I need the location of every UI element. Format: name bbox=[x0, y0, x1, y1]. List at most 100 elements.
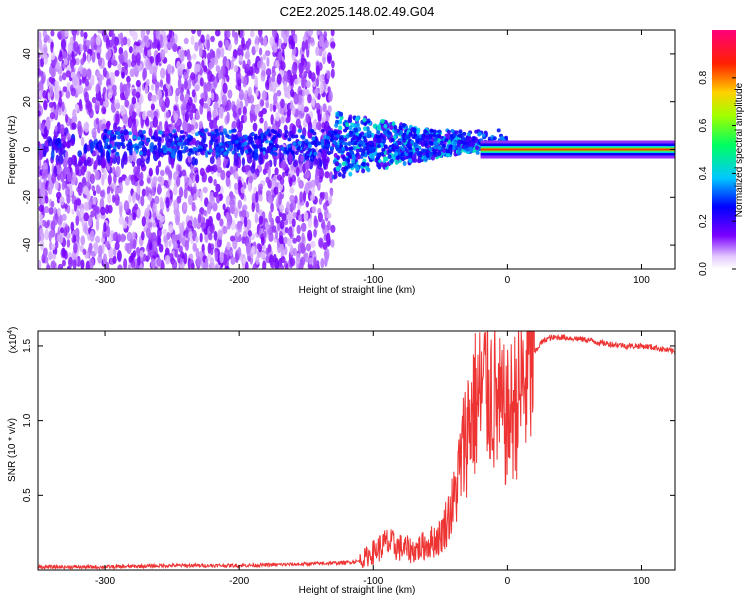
spectrogram-cell bbox=[38, 67, 41, 77]
spectrogram-cell bbox=[318, 74, 324, 83]
spectrogram-cell bbox=[289, 186, 295, 194]
x-tick-label: 0 bbox=[505, 275, 511, 286]
colorbar-tick-label: 0.4 bbox=[698, 166, 709, 180]
spectrogram-cell bbox=[370, 154, 375, 160]
spectrogram-cell bbox=[269, 103, 273, 112]
spectrogram-cell bbox=[106, 151, 111, 164]
spectrogram-cell bbox=[284, 246, 288, 256]
spectrogram-cell bbox=[477, 132, 482, 137]
spectrogram-cell bbox=[94, 170, 100, 181]
spectrogram-cell bbox=[199, 232, 203, 243]
spectrogram-cell bbox=[61, 213, 67, 222]
spectrogram-cell bbox=[357, 126, 362, 132]
spectrogram-cell bbox=[423, 139, 428, 144]
spectrogram-cell bbox=[322, 113, 327, 122]
spectrogram-cell bbox=[116, 131, 121, 136]
spectrogram-cell bbox=[155, 30, 161, 40]
spectrogram-cell bbox=[315, 65, 320, 76]
spectrogram-cell bbox=[280, 264, 284, 269]
spectrogram-cell bbox=[259, 117, 264, 124]
spectrogram-cell bbox=[290, 150, 295, 155]
spectrogram-cell bbox=[102, 107, 107, 115]
spectrogram-cell bbox=[207, 132, 212, 137]
spectrogram-cell bbox=[425, 134, 430, 139]
spectrogram-cell bbox=[320, 257, 325, 269]
spectrogram-cell bbox=[159, 48, 166, 61]
spectrogram-cell bbox=[179, 251, 185, 260]
spectrogram-cell bbox=[173, 171, 178, 181]
spectrogram-cell bbox=[379, 161, 384, 167]
spectrogram-cell bbox=[54, 89, 60, 101]
spectrogram-cell bbox=[172, 129, 177, 134]
spectrogram-cell bbox=[139, 250, 144, 258]
spectrogram-cell bbox=[233, 152, 239, 164]
snr-series-line bbox=[38, 331, 675, 570]
spectrogram-cell bbox=[333, 152, 338, 158]
spectrogram-cell bbox=[389, 125, 394, 131]
spectrogram-cell bbox=[350, 150, 355, 155]
spectrogram-cell bbox=[131, 231, 136, 240]
spectrogram-cell bbox=[255, 88, 259, 98]
spectrogram-cell bbox=[332, 140, 337, 145]
spectrogram-cell bbox=[282, 236, 289, 244]
spectrogram-cell bbox=[182, 120, 188, 132]
colorbar-tick-label: 0.0 bbox=[698, 262, 709, 276]
spectrogram-cell bbox=[61, 180, 66, 191]
spectrogram-cell bbox=[276, 90, 282, 97]
spectrogram-cell bbox=[124, 99, 130, 108]
spectrogram-cell bbox=[446, 129, 451, 134]
spectrogram-cell bbox=[305, 150, 310, 155]
spectrogram-cell bbox=[348, 146, 353, 151]
spectrogram-cell bbox=[60, 227, 65, 234]
spectrogram-cell bbox=[217, 70, 223, 80]
spectrogram-cell bbox=[102, 67, 107, 78]
spectrogram-cell bbox=[231, 120, 237, 130]
spectrogram-cell bbox=[404, 136, 409, 141]
spectrogram-cell bbox=[333, 130, 338, 135]
spectrogram-cell bbox=[222, 225, 228, 235]
spectrogram-cell bbox=[267, 194, 273, 204]
spectrogram-cell bbox=[392, 144, 397, 149]
spectrogram-cell bbox=[183, 201, 188, 211]
spectrogram-cell bbox=[322, 145, 327, 150]
spectrogram-cell bbox=[153, 241, 158, 250]
spectrogram-cell bbox=[381, 147, 386, 152]
spectrogram-cell bbox=[84, 78, 89, 87]
spectrogram-cell bbox=[75, 163, 79, 176]
spectrogram-cell bbox=[206, 39, 211, 51]
spectrogram-cell bbox=[271, 74, 276, 83]
spectrogram-cell bbox=[214, 55, 219, 66]
spectrogram-cell bbox=[314, 175, 320, 187]
spectrogram-cell bbox=[115, 102, 121, 110]
spectrogram-cell bbox=[349, 130, 354, 135]
spectrogram-cell bbox=[147, 177, 151, 184]
spectrogram-cell bbox=[393, 124, 398, 130]
spectrogram-cell bbox=[335, 166, 340, 172]
spectrogram-cell bbox=[107, 59, 112, 69]
spectrogram-cell bbox=[208, 176, 213, 184]
spectrogram-cell bbox=[70, 62, 74, 70]
spectrogram-cell bbox=[123, 258, 128, 269]
spectrogram-cell bbox=[126, 37, 131, 47]
spectrogram-cell bbox=[264, 131, 269, 136]
spectrogram-cell bbox=[38, 150, 44, 161]
spectrogram-cell bbox=[48, 101, 54, 109]
figure-title: C2E2.2025.148.02.49.G04 bbox=[280, 4, 435, 19]
spectrogram-cell bbox=[416, 158, 421, 164]
x-tick-label: -300 bbox=[95, 275, 115, 286]
spectrogram-cell bbox=[176, 195, 182, 204]
spectrogram-cell bbox=[313, 151, 318, 156]
spectrogram-cell bbox=[157, 176, 163, 183]
spectrogram-cell bbox=[330, 41, 336, 49]
spectrogram-cell bbox=[197, 30, 202, 37]
spectrogram-cell bbox=[106, 186, 111, 196]
spectrogram-cell bbox=[86, 191, 91, 202]
spectrogram-cell bbox=[80, 259, 85, 269]
spectrogram-cell bbox=[363, 138, 368, 143]
spectrogram-cell bbox=[103, 169, 107, 180]
spectrogram-cell bbox=[226, 30, 231, 39]
spectrogram-cell bbox=[222, 203, 226, 211]
spectrogram-cell bbox=[388, 149, 393, 154]
snr-multiplier-close: ) bbox=[8, 327, 19, 330]
spectrogram-cell bbox=[121, 138, 126, 143]
